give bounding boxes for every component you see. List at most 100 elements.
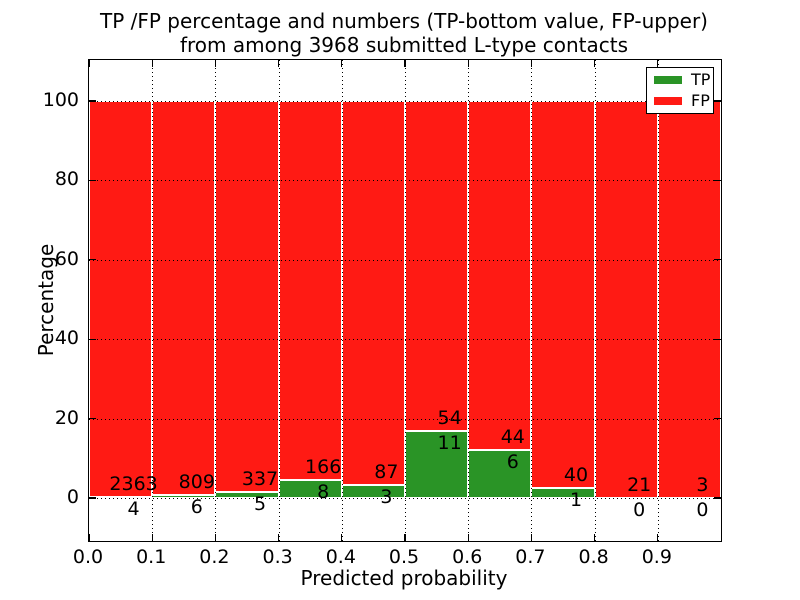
y-tick-label: 0 <box>66 486 79 508</box>
x-tick-label: 0.1 <box>136 546 167 568</box>
y-axis-label: Percentage <box>34 243 58 357</box>
x-tick-label: 0.4 <box>325 546 356 568</box>
y-tick-mark <box>89 418 96 420</box>
x-tick-label: 0.5 <box>388 546 420 568</box>
y-tick-mark <box>89 259 96 261</box>
chart-title: TP /FP percentage and numbers (TP-bottom… <box>88 9 720 57</box>
tp-count-label: 0 <box>696 499 709 521</box>
tp-count-label: 4 <box>127 498 140 521</box>
x-tick-label: 0.8 <box>578 546 609 568</box>
x-tick-mark <box>404 60 406 67</box>
fp-count-label: 21 <box>627 474 652 496</box>
legend-label-tp: TP <box>691 70 711 90</box>
tp-count-label: 6 <box>190 496 203 519</box>
legend: TP FP <box>646 67 714 114</box>
gridline-horizontal <box>89 339 721 341</box>
fp-count-label: 40 <box>563 464 589 487</box>
fp-bar-segment <box>405 101 469 431</box>
x-tick-mark <box>88 60 90 67</box>
x-tick-mark <box>594 60 596 67</box>
gridline-vertical <box>468 60 470 541</box>
x-tick-mark <box>341 534 343 541</box>
tp-bar-segment <box>405 430 469 498</box>
tp-bar-segment <box>278 479 342 498</box>
x-tick-label: 0.9 <box>641 546 672 568</box>
gridline-vertical <box>531 60 533 541</box>
legend-label-fp: FP <box>691 90 710 110</box>
x-tick-mark <box>467 60 469 67</box>
tp-count-label: 1 <box>569 489 583 512</box>
y-tick-label: 60 <box>54 247 79 270</box>
tp-bar-segment <box>341 484 405 498</box>
fp-count-label: 2363 <box>109 473 158 496</box>
x-tick-mark <box>151 60 153 67</box>
fp-count-label: 166 <box>305 455 342 478</box>
x-tick-label: 0.6 <box>452 546 483 568</box>
tp-count-label: 0 <box>633 499 646 521</box>
x-tick-mark <box>278 534 280 541</box>
x-tick-mark <box>278 60 280 67</box>
x-tick-mark <box>530 534 532 541</box>
tp-count-label: 5 <box>253 493 267 516</box>
fp-bar-segment <box>657 101 721 498</box>
y-tick-mark <box>714 259 721 261</box>
y-tick-mark <box>714 497 721 499</box>
y-tick-mark <box>714 100 721 102</box>
x-tick-mark <box>657 60 659 67</box>
fp-bar-segment <box>215 101 279 493</box>
x-tick-mark <box>88 534 90 541</box>
x-tick-label: 0.2 <box>199 546 230 568</box>
chart-title-line1: TP /FP percentage and numbers (TP-bottom… <box>100 9 708 33</box>
x-tick-mark <box>404 534 406 541</box>
y-tick-label: 80 <box>54 168 79 191</box>
fp-count-label: 87 <box>374 460 399 483</box>
gridline-horizontal <box>89 259 721 261</box>
tp-bar-segment <box>468 450 532 498</box>
gridline-horizontal <box>89 418 721 420</box>
gridline-horizontal <box>89 101 721 102</box>
y-tick-mark <box>89 497 96 499</box>
chart-title-line2: from among 3968 submitted L-type contact… <box>179 33 629 57</box>
fp-swatch-icon <box>654 96 682 105</box>
gridline-vertical <box>278 60 280 541</box>
x-tick-mark <box>657 534 659 541</box>
fp-count-label: 809 <box>178 471 215 494</box>
x-tick-mark <box>530 60 532 67</box>
y-tick-label: 20 <box>54 406 79 429</box>
y-tick-label: 100 <box>42 89 79 111</box>
fp-bar-segment <box>341 101 405 485</box>
x-tick-mark <box>214 60 216 67</box>
tp-count-label: 6 <box>506 451 519 474</box>
y-tick-mark <box>89 338 96 340</box>
legend-entry-tp: TP <box>654 72 713 88</box>
fp-bar-segment <box>89 101 153 498</box>
y-tick-mark <box>714 338 721 340</box>
gridline-horizontal <box>89 180 721 182</box>
tp-count-label: 3 <box>380 485 393 508</box>
gridline-vertical <box>215 60 217 541</box>
fp-count-label: 44 <box>500 426 525 449</box>
x-tick-mark <box>214 534 216 541</box>
tp-count-label: 11 <box>437 431 462 454</box>
gridline-vertical <box>594 60 596 541</box>
gridline-horizontal <box>89 498 721 499</box>
gridline-vertical <box>657 60 659 541</box>
x-tick-mark <box>341 60 343 67</box>
x-tick-mark <box>594 534 596 541</box>
x-tick-mark <box>151 534 153 541</box>
y-tick-label: 40 <box>54 327 79 350</box>
x-tick-label: 0.7 <box>515 546 546 568</box>
x-tick-label: 0.0 <box>72 546 104 568</box>
fp-bar-segment <box>278 101 342 480</box>
plot-area: TP FP 2363 4 809 6 337 5 166 8 87 3 54 11 44 6 40 1 21 0 3… <box>88 59 722 542</box>
fp-bar-segment <box>468 101 532 451</box>
y-tick-mark <box>89 179 96 181</box>
tp-bar-segment <box>531 488 595 498</box>
y-tick-mark <box>714 418 721 420</box>
x-tick-label: 0.3 <box>262 546 293 568</box>
fp-bar-segment <box>531 101 595 489</box>
y-tick-mark <box>714 179 721 181</box>
fp-count-label: 3 <box>696 474 709 496</box>
fp-bar-segment <box>594 101 658 498</box>
